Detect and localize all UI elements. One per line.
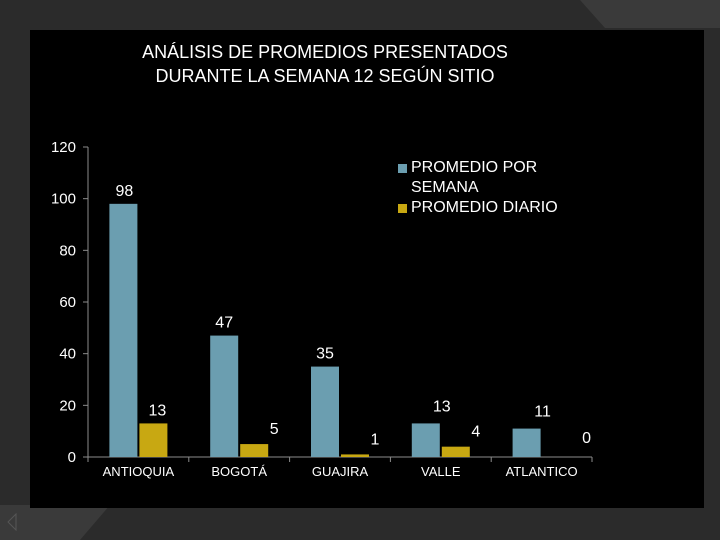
frame-corner-top-right xyxy=(580,0,720,28)
y-tick-label: 100 xyxy=(51,191,76,208)
y-tick-label: 80 xyxy=(59,242,76,259)
legend-swatch-weekly xyxy=(398,164,407,173)
bar-daily-average xyxy=(240,444,269,457)
bar-weekly-average xyxy=(109,203,138,457)
bar-weekly-average xyxy=(512,428,541,457)
legend-label-daily: PROMEDIO DIARIO xyxy=(411,199,558,216)
bar-weekly-average xyxy=(311,366,339,457)
y-tick-label: 60 xyxy=(59,294,76,311)
x-category-label: BOGOTÁ xyxy=(211,464,267,479)
data-label-weekly: 98 xyxy=(116,183,134,200)
y-tick-label: 40 xyxy=(59,346,76,363)
data-label-weekly: 11 xyxy=(534,404,551,421)
y-tick-label: 120 xyxy=(51,139,76,156)
frame-arrow-icon xyxy=(7,512,17,532)
chart-legend: PROMEDIO POR SEMANA PROMEDIO DIARIO xyxy=(398,158,598,218)
bar-daily-average xyxy=(441,446,470,457)
chart-title: ANÁLISIS DE PROMEDIOS PRESENTADOS DURANT… xyxy=(60,40,590,88)
x-category-label: VALLE xyxy=(421,464,461,479)
data-label-daily: 5 xyxy=(270,421,279,438)
bar-weekly-average xyxy=(411,423,440,457)
data-label-daily: 13 xyxy=(149,402,167,419)
data-label-weekly: 13 xyxy=(433,398,451,415)
chart-title-line-1: ANÁLISIS DE PROMEDIOS PRESENTADOS xyxy=(142,42,508,62)
legend-swatch-daily xyxy=(398,204,407,213)
x-category-label: GUAJIRA xyxy=(312,464,369,479)
data-label-daily: 1 xyxy=(371,431,380,448)
x-category-label: ANTIOQUIA xyxy=(103,464,175,479)
bar-weekly-average xyxy=(210,335,239,457)
bar-daily-average xyxy=(341,454,369,457)
chart-title-line-2: DURANTE LA SEMANA 12 SEGÚN SITIO xyxy=(155,66,495,86)
y-tick-label: 0 xyxy=(68,449,76,466)
frame-corner-bottom-left xyxy=(0,505,110,540)
data-label-weekly: 35 xyxy=(316,346,334,363)
legend-item-weekly: PROMEDIO POR SEMANA xyxy=(398,158,598,198)
bar-daily-average xyxy=(139,423,168,457)
y-tick-label: 20 xyxy=(59,397,76,414)
data-label-daily: 0 xyxy=(582,430,591,447)
x-category-label: ATLANTICO xyxy=(506,464,578,479)
legend-item-daily: PROMEDIO DIARIO xyxy=(398,198,598,218)
legend-label-weekly: PROMEDIO POR SEMANA xyxy=(411,159,538,196)
data-label-daily: 4 xyxy=(471,424,480,441)
data-label-weekly: 47 xyxy=(215,315,233,332)
